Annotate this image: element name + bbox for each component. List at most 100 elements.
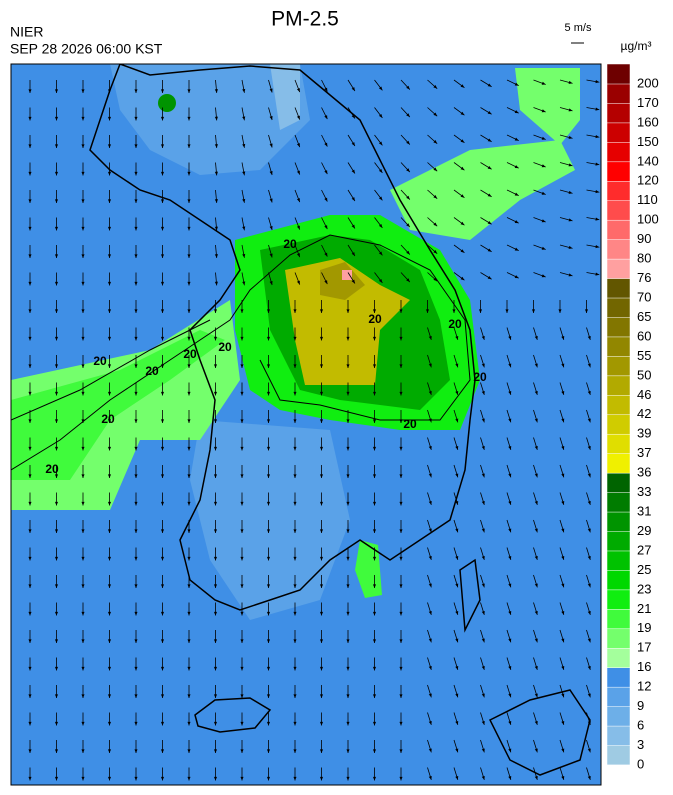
wind-arrow-head xyxy=(541,136,546,140)
colorbar-label: 200 xyxy=(637,75,659,90)
wind-arrow-head xyxy=(534,555,538,560)
wind-arrow-head xyxy=(242,226,246,231)
wind-arrow-head xyxy=(160,116,165,121)
colorbar-label: 9 xyxy=(637,698,644,713)
wind-arrow-head xyxy=(481,748,485,753)
contour-label: 20 xyxy=(448,317,462,331)
wind-arrow-head xyxy=(406,85,410,90)
wind-arrow-head xyxy=(240,364,244,368)
wind-arrow-head xyxy=(568,135,573,139)
colorbar-label: 0 xyxy=(637,756,644,771)
colorbar-segment xyxy=(607,667,630,688)
wind-arrow-head xyxy=(425,309,430,313)
datetime: SEP 28 2026 06:00 KST xyxy=(10,41,163,57)
wind-arrow-head xyxy=(54,171,59,176)
wind-arrow-head xyxy=(514,110,519,114)
wind-arrow-head xyxy=(187,199,191,203)
wind-arrow-head xyxy=(296,143,300,148)
wind-arrow-head xyxy=(296,170,300,175)
wind-arrow-head xyxy=(134,144,138,148)
wind-arrow-head xyxy=(214,281,218,286)
wind-arrow-head xyxy=(319,556,324,561)
wind-arrow-head xyxy=(269,143,273,148)
wind-arrow-head xyxy=(160,446,165,451)
wind-arrow-head xyxy=(54,694,59,698)
colorbar-label: 160 xyxy=(637,114,659,129)
colorbar-segment xyxy=(607,220,630,240)
field-area xyxy=(390,140,575,240)
colorbar-segment xyxy=(607,589,630,610)
wind-arrow-head xyxy=(508,693,512,698)
wind-arrow-head xyxy=(187,721,191,726)
field-area xyxy=(110,64,310,175)
wind-arrow-head xyxy=(240,721,244,726)
wind-arrow-head xyxy=(107,474,112,478)
wind-arrow-head xyxy=(378,113,383,118)
wind-arrow-head xyxy=(293,419,297,423)
wind-arrow-head xyxy=(346,364,350,368)
wind-arrow-head xyxy=(481,390,485,395)
wind-arrow-head xyxy=(187,116,191,121)
wind-arrow-head xyxy=(561,775,565,780)
wind-arrow-head xyxy=(319,639,324,643)
wind-arrow-head xyxy=(455,555,459,560)
wind-arrow-head xyxy=(266,749,271,753)
wind-arrow-head xyxy=(107,254,112,258)
wind-arrow-head xyxy=(378,278,383,283)
wind-arrow-head xyxy=(378,141,383,146)
field-area xyxy=(320,262,365,300)
colorbar-label: 80 xyxy=(637,251,651,266)
colorbar-segment xyxy=(607,434,630,454)
wind-arrow-head xyxy=(319,501,324,506)
wind-arrow-head xyxy=(54,556,59,561)
wind-arrow-head xyxy=(587,335,591,340)
wind-arrow-head xyxy=(487,165,492,170)
wind-arrow-head xyxy=(561,528,565,533)
wind-arrow-head xyxy=(399,364,403,368)
colorbar-label: 55 xyxy=(637,348,651,363)
wind-arrow-head xyxy=(134,336,138,341)
wind-arrow-head xyxy=(351,114,355,119)
colorbar-label: 17 xyxy=(637,640,651,655)
wind-arrow-head xyxy=(428,555,432,560)
wind-arrow-head xyxy=(399,611,403,616)
wind-arrow-head xyxy=(214,226,218,231)
wind-arrow-head xyxy=(266,529,271,533)
wind-vectors xyxy=(28,79,600,781)
wind-arrow-head xyxy=(214,144,218,148)
wind-arrow-head xyxy=(240,749,244,753)
wind-arrow-head xyxy=(428,445,432,450)
wind-arrow-head xyxy=(428,720,432,725)
colorbar-segment xyxy=(607,298,630,318)
wind-arrow-head xyxy=(28,419,32,423)
wind-arrow-head xyxy=(595,272,600,276)
wind-arrow-head xyxy=(455,665,459,670)
wind-arrow-head xyxy=(213,529,218,533)
wind-arrow-head xyxy=(266,694,271,698)
wind-arrow-head xyxy=(372,364,377,368)
wind-arrow-head xyxy=(81,199,85,203)
wind-arrow-head xyxy=(433,167,438,172)
wind-arrow-head xyxy=(54,776,59,781)
wind-arrow-head xyxy=(107,336,112,341)
wind-arrow-head xyxy=(428,748,432,753)
wind-arrow-head xyxy=(160,666,165,671)
wind-arrow-head xyxy=(107,446,112,451)
wind-arrow-head xyxy=(561,363,565,368)
wind-arrow-head xyxy=(595,162,600,166)
wind-arrow-head xyxy=(160,226,165,231)
colorbar-label: 50 xyxy=(637,367,651,382)
wind-arrow-head xyxy=(399,391,403,396)
wind-arrow-head xyxy=(324,225,328,230)
wind-arrow-head xyxy=(455,390,459,395)
wind-arrow-head xyxy=(134,309,138,313)
colorbar-label: 36 xyxy=(637,465,651,480)
wind-arrow-head xyxy=(508,720,512,725)
wind-arrow-head xyxy=(160,639,165,643)
wind-arrow-head xyxy=(213,364,218,368)
wind-arrow-head xyxy=(399,501,403,506)
colorbar-segment xyxy=(607,550,630,571)
wind-arrow-head xyxy=(487,110,492,115)
wind-arrow-head xyxy=(240,391,244,396)
